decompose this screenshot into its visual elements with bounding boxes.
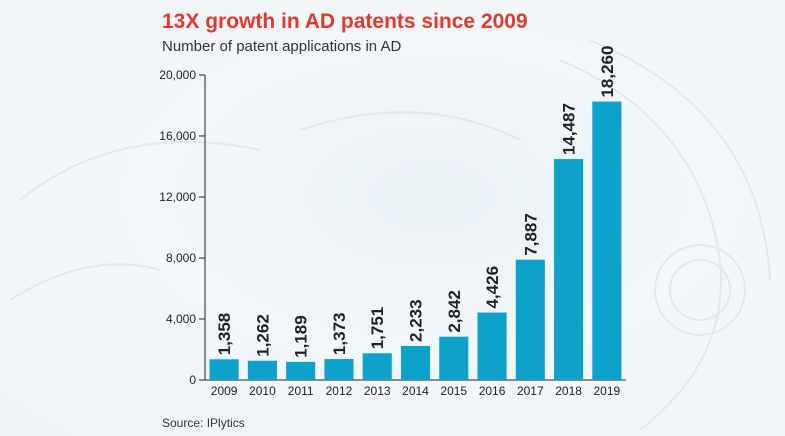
data-label: 1,262 [253,314,272,357]
data-label: 1,358 [215,313,234,356]
x-tick-label: 2016 [479,384,506,398]
bar [439,336,469,380]
data-label: 14,487 [560,103,579,155]
source-note: Source: IPlytics [162,416,245,430]
x-tick-label: 2014 [402,384,429,398]
data-label: 1,189 [292,315,311,358]
x-tick-label: 2015 [440,384,467,398]
x-tick-label: 2009 [211,384,238,398]
bar [554,159,584,380]
x-tick-label: 2019 [594,384,621,398]
data-label: 7,887 [521,213,540,256]
data-label: 1,751 [368,307,387,350]
bar [477,312,507,380]
bar [247,360,277,380]
y-tick-label: 16,000 [159,129,196,143]
data-label: 18,260 [598,46,617,98]
y-tick-label: 4,000 [166,312,196,326]
bar [400,345,431,380]
bar [286,361,316,380]
x-tick-label: 2011 [288,384,314,398]
x-tick-label: 2012 [326,384,353,398]
data-label: 1,373 [330,313,349,356]
y-tick-label: 20,000 [159,68,196,82]
chart-subtitle: Number of patent applications in AD [162,38,402,55]
y-tick-label: 12,000 [159,190,196,204]
bar [515,259,545,380]
x-tick-label: 2018 [555,384,582,398]
x-tick-label: 2017 [517,384,544,398]
x-tick-label: 2010 [249,384,276,398]
bar [209,359,239,380]
y-tick-label: 0 [189,373,196,387]
data-label: 2,233 [407,299,426,342]
chart-title: 13X growth in AD patents since 2009 [162,10,528,33]
bar [324,359,354,380]
data-label: 4,426 [483,266,502,309]
y-tick-label: 8,000 [166,251,196,265]
bar [592,101,622,380]
data-label: 2,842 [445,290,464,333]
bar [362,353,392,380]
x-tick-label: 2013 [364,384,391,398]
